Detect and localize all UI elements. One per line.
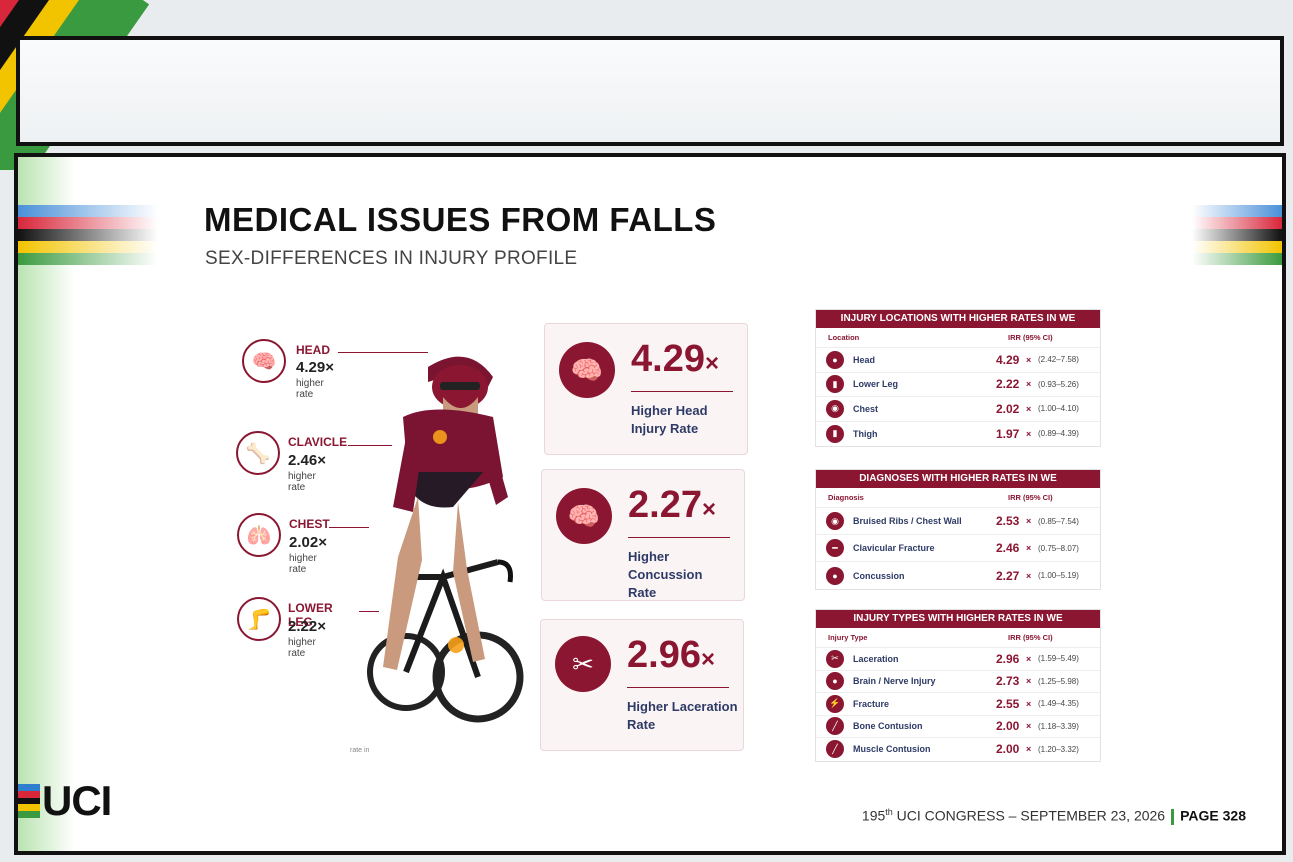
stat-rule	[628, 537, 730, 538]
slide-footer: 195th UCI CONGRESS – SEPTEMBER 23, 2026 P…	[861, 807, 1246, 825]
stat-value: 4.29×	[631, 338, 719, 380]
leg-icon: 🦵	[237, 597, 281, 641]
table-row: ▮ Lower Leg 2.22 × (0.93–5.26)	[816, 373, 1100, 397]
uci-logo-stripes	[18, 784, 40, 818]
table-row: ▮ Thigh 1.97 × (0.89–4.39)	[816, 422, 1100, 447]
cut-off-text: rate in	[350, 747, 370, 754]
bone-icon: 🦴	[236, 431, 280, 475]
table-row: ✂ Laceration 2.96 × (1.59–5.49)	[816, 648, 1100, 671]
fracture-icon: ⚡	[826, 694, 844, 713]
table-row: ● Head 4.29 × (2.42–7.58)	[816, 348, 1100, 373]
table-column-headers: Diagnosis IRR (95% CI)	[816, 488, 1100, 508]
table-row: ━ Clavicular Fracture 2.46 × (0.75–8.07)	[816, 535, 1100, 562]
callout-label: LOWER LEG	[288, 601, 333, 629]
table-row: ⚡ Fracture 2.55 × (1.49–4.35)	[816, 693, 1100, 716]
callout-sub: higher rate	[288, 637, 316, 659]
callout-value: 2.46×	[288, 452, 326, 469]
table-injury-types: INJURY TYPES WITH HIGHER RATES IN WE Inj…	[815, 609, 1101, 762]
stat-description: Higher Laceration Rate	[627, 699, 738, 732]
uci-logo-text: UCI	[42, 777, 112, 824]
table-row: ◉ Bruised Ribs / Chest Wall 2.53 × (0.85–7.5…	[816, 508, 1100, 535]
page-number: PAGE 328	[1180, 807, 1246, 824]
cyclist-illustration	[367, 356, 524, 723]
callout-line	[348, 445, 392, 446]
callout-value: 4.29×	[296, 359, 334, 376]
stat-card-laceration: ✂ 2.96× Higher Laceration Rate	[540, 619, 744, 751]
callout-line	[329, 527, 369, 528]
scissors-icon: ✂	[826, 649, 844, 668]
footer-separator	[1171, 808, 1175, 825]
table-injury-locations: INJURY LOCATIONS WITH HIGHER RATES IN WE…	[815, 309, 1101, 447]
table-header: INJURY LOCATIONS WITH HIGHER RATES IN WE	[816, 310, 1100, 328]
concussion-head-icon: 🧠	[556, 488, 612, 544]
slide-subtitle: SEX-DIFFERENCES IN INJURY PROFILE	[205, 248, 578, 269]
brain-icon: 🧠	[242, 339, 286, 383]
muscle-icon: ╱	[826, 740, 844, 759]
table-header: DIAGNOSES WITH HIGHER RATES IN WE	[816, 470, 1100, 488]
left-stripe-band	[18, 205, 158, 267]
lungs-icon: ◉	[826, 399, 844, 418]
callout-label: HEAD	[296, 343, 331, 357]
head-icon: ●	[826, 350, 844, 369]
presentation-slide: MEDICAL ISSUES FROM FALLS SEX-DIFFERENCE…	[14, 153, 1286, 855]
table-diagnoses: DIAGNOSES WITH HIGHER RATES IN WE Diagno…	[815, 469, 1101, 590]
table-row: ╱ Bone Contusion 2.00 × (1.18–3.39)	[816, 716, 1100, 738]
callout-label: CHEST	[289, 517, 330, 531]
callout-label: CLAVICLE	[288, 435, 348, 449]
leg-icon: ▮	[826, 375, 844, 394]
stat-description: Higher Concussion Rate	[628, 549, 703, 600]
callout-sub: higher rate	[289, 553, 317, 575]
stat-card-concussion: 🧠 2.27× Higher Concussion Rate	[541, 469, 745, 601]
table-row: ● Brain / Nerve Injury 2.73 × (1.25–5.98)	[816, 671, 1100, 693]
thigh-icon: ▮	[826, 424, 844, 443]
callout-sub: higher rate	[288, 471, 316, 493]
uci-logo: UCI	[18, 777, 112, 824]
stat-card-head: 🧠 4.29× Higher Head Injury Rate	[544, 323, 748, 455]
stat-value: 2.96×	[627, 634, 715, 676]
head-icon: ●	[826, 566, 844, 585]
stat-rule	[627, 687, 729, 688]
callout-value: 2.02×	[289, 534, 327, 551]
scissors-icon: ✂	[555, 636, 611, 692]
lungs-icon: 🫁	[237, 513, 281, 557]
bone-icon: ━	[826, 539, 844, 557]
left-gradient-decoration	[18, 157, 78, 851]
table-column-headers: Location IRR (95% CI)	[816, 328, 1100, 348]
callout-line	[359, 611, 379, 612]
brain-head-icon: 🧠	[559, 342, 615, 398]
table-column-headers: Injury Type IRR (95% CI)	[816, 628, 1100, 648]
ribs-icon: ◉	[826, 512, 844, 530]
table-header: INJURY TYPES WITH HIGHER RATES IN WE	[816, 610, 1100, 628]
table-row: ● Concussion 2.27 × (1.00–5.19)	[816, 562, 1100, 589]
callout-line	[338, 352, 428, 353]
stat-value: 2.27×	[628, 484, 716, 526]
top-empty-panel	[16, 36, 1284, 146]
bone-contusion-icon: ╱	[826, 717, 844, 736]
stat-description: Higher Head Injury Rate	[631, 403, 708, 436]
slide-title: MEDICAL ISSUES FROM FALLS	[204, 201, 717, 238]
brain-icon: ●	[826, 672, 844, 691]
right-stripe-band	[1192, 205, 1282, 267]
callout-value: 2.22×	[288, 618, 326, 635]
table-row: ╱ Muscle Contusion 2.00 × (1.20–3.32)	[816, 738, 1100, 761]
stat-rule	[631, 391, 733, 392]
callout-sub: higher rate	[296, 378, 324, 400]
table-row: ◉ Chest 2.02 × (1.00–4.10)	[816, 397, 1100, 422]
